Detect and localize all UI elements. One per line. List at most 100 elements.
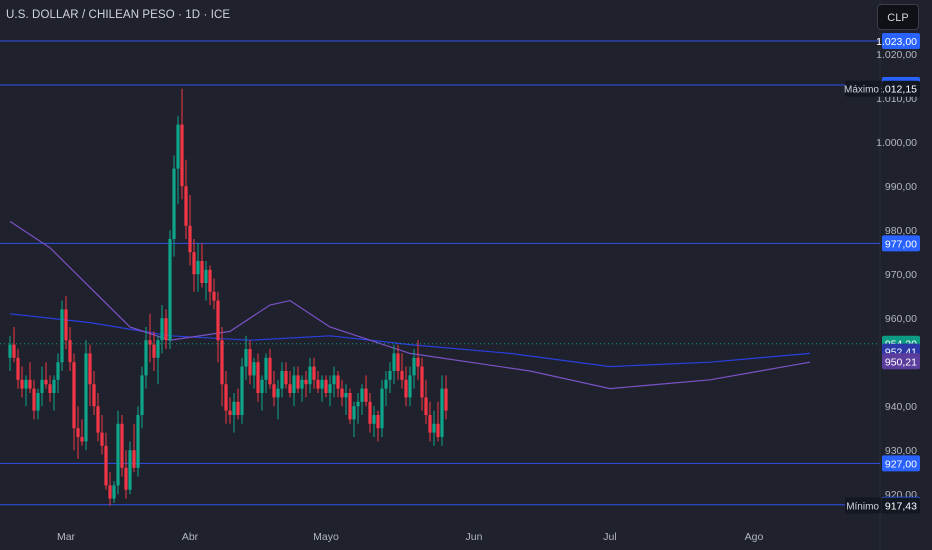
price-tick-label: 960,00 (885, 313, 917, 325)
candle-body (240, 366, 244, 415)
candle-body (80, 437, 84, 442)
price-tick-label: 930,00 (885, 445, 917, 457)
candle-body (388, 371, 392, 380)
candle-body (284, 371, 288, 385)
candle-body (304, 379, 308, 385)
candle-body (160, 318, 164, 341)
candle-body (244, 349, 248, 367)
price-tick-label: 980,00 (885, 225, 917, 237)
candle-body (320, 379, 324, 389)
level-price-badge-label: 977,00 (885, 238, 917, 250)
candle-body (380, 388, 384, 429)
price-tick-label: 940,00 (885, 401, 917, 413)
candle-body (180, 124, 184, 187)
candle-body (144, 340, 148, 376)
time-tick-label: Mayo (313, 531, 339, 543)
price-badge (882, 80, 920, 97)
candle-body (232, 401, 236, 415)
candle-body (192, 252, 196, 275)
candle-body (212, 291, 216, 301)
price-badge-label: 1.012,15 (876, 84, 917, 96)
candle-body (132, 450, 136, 468)
candle-body (92, 384, 96, 407)
candle-body (264, 357, 268, 380)
horizontal-levels[interactable] (0, 40, 880, 506)
candle-body (188, 225, 192, 253)
price-badge-label: 950,21 (885, 356, 917, 368)
candle-body (104, 445, 108, 486)
moving-averages (9, 220, 811, 390)
candle-body (52, 379, 56, 393)
candle-body (336, 375, 340, 389)
candle-body (364, 388, 368, 402)
candle-body (372, 415, 376, 424)
candle-body (308, 366, 312, 385)
candle-body (148, 340, 152, 345)
level-price-badge-label: 1.023,00 (876, 36, 917, 48)
candle-body (292, 375, 296, 393)
candle-body (28, 379, 32, 389)
price-tick-label: 1.020,00 (876, 49, 917, 61)
candle-body (256, 362, 260, 393)
time-tick-label: Abr (182, 531, 199, 543)
candle-body (208, 269, 212, 292)
candle-body (296, 375, 300, 389)
candle-body (136, 415, 140, 468)
candle-body (156, 340, 160, 358)
level-price-badge (882, 33, 920, 49)
candle-body (436, 423, 440, 437)
price-badge (882, 353, 920, 370)
candle-body (8, 344, 12, 358)
candle-body (328, 384, 332, 393)
extreme-tag-label: Máximo (844, 85, 879, 96)
candle-body (84, 353, 88, 442)
candle-body (48, 384, 52, 393)
currency-button[interactable]: CLP (877, 4, 919, 30)
time-axis[interactable]: Mar Abr Mayo Jun Jul Ago (57, 531, 764, 543)
candle-body (24, 379, 28, 389)
candle-body (428, 415, 432, 433)
candle-body (88, 353, 92, 385)
candle-body (124, 467, 128, 490)
level-price-badge (882, 455, 920, 472)
candle-body (120, 423, 124, 468)
candle-body (404, 379, 408, 398)
candle-body (236, 401, 240, 415)
candles (8, 88, 448, 506)
level-price-badge (882, 235, 920, 252)
candle-body (72, 362, 76, 429)
price-badges: 1.023,001.013,00977,00927,00917,601.012,… (844, 33, 920, 514)
candle-body (12, 344, 16, 358)
candle-body (348, 393, 352, 420)
candle-body (44, 379, 48, 385)
candle-body (196, 261, 200, 275)
candle-body (64, 309, 68, 341)
candle-body (316, 379, 320, 389)
time-tick-label: Ago (745, 531, 764, 543)
candle-body (420, 366, 424, 398)
candle-body (280, 371, 284, 389)
candle-body (140, 375, 144, 415)
extreme-tag-box (845, 497, 881, 514)
candle-body (164, 318, 168, 341)
candle-body (176, 124, 180, 169)
candle-body (204, 269, 208, 283)
time-tick-label: Mar (57, 531, 76, 543)
candle-body (360, 388, 364, 402)
candle-body (16, 357, 20, 380)
candle-body (312, 366, 316, 380)
candle-body (184, 186, 188, 226)
candle-body (376, 415, 380, 429)
candle-body (332, 375, 336, 385)
candle-body (36, 393, 40, 411)
candle-body (40, 379, 44, 393)
candle-body (268, 357, 272, 385)
candle-body (76, 428, 80, 437)
candle-body (300, 379, 304, 389)
candle-body (276, 388, 280, 398)
candle-body (220, 340, 224, 385)
candle-body (416, 357, 420, 367)
